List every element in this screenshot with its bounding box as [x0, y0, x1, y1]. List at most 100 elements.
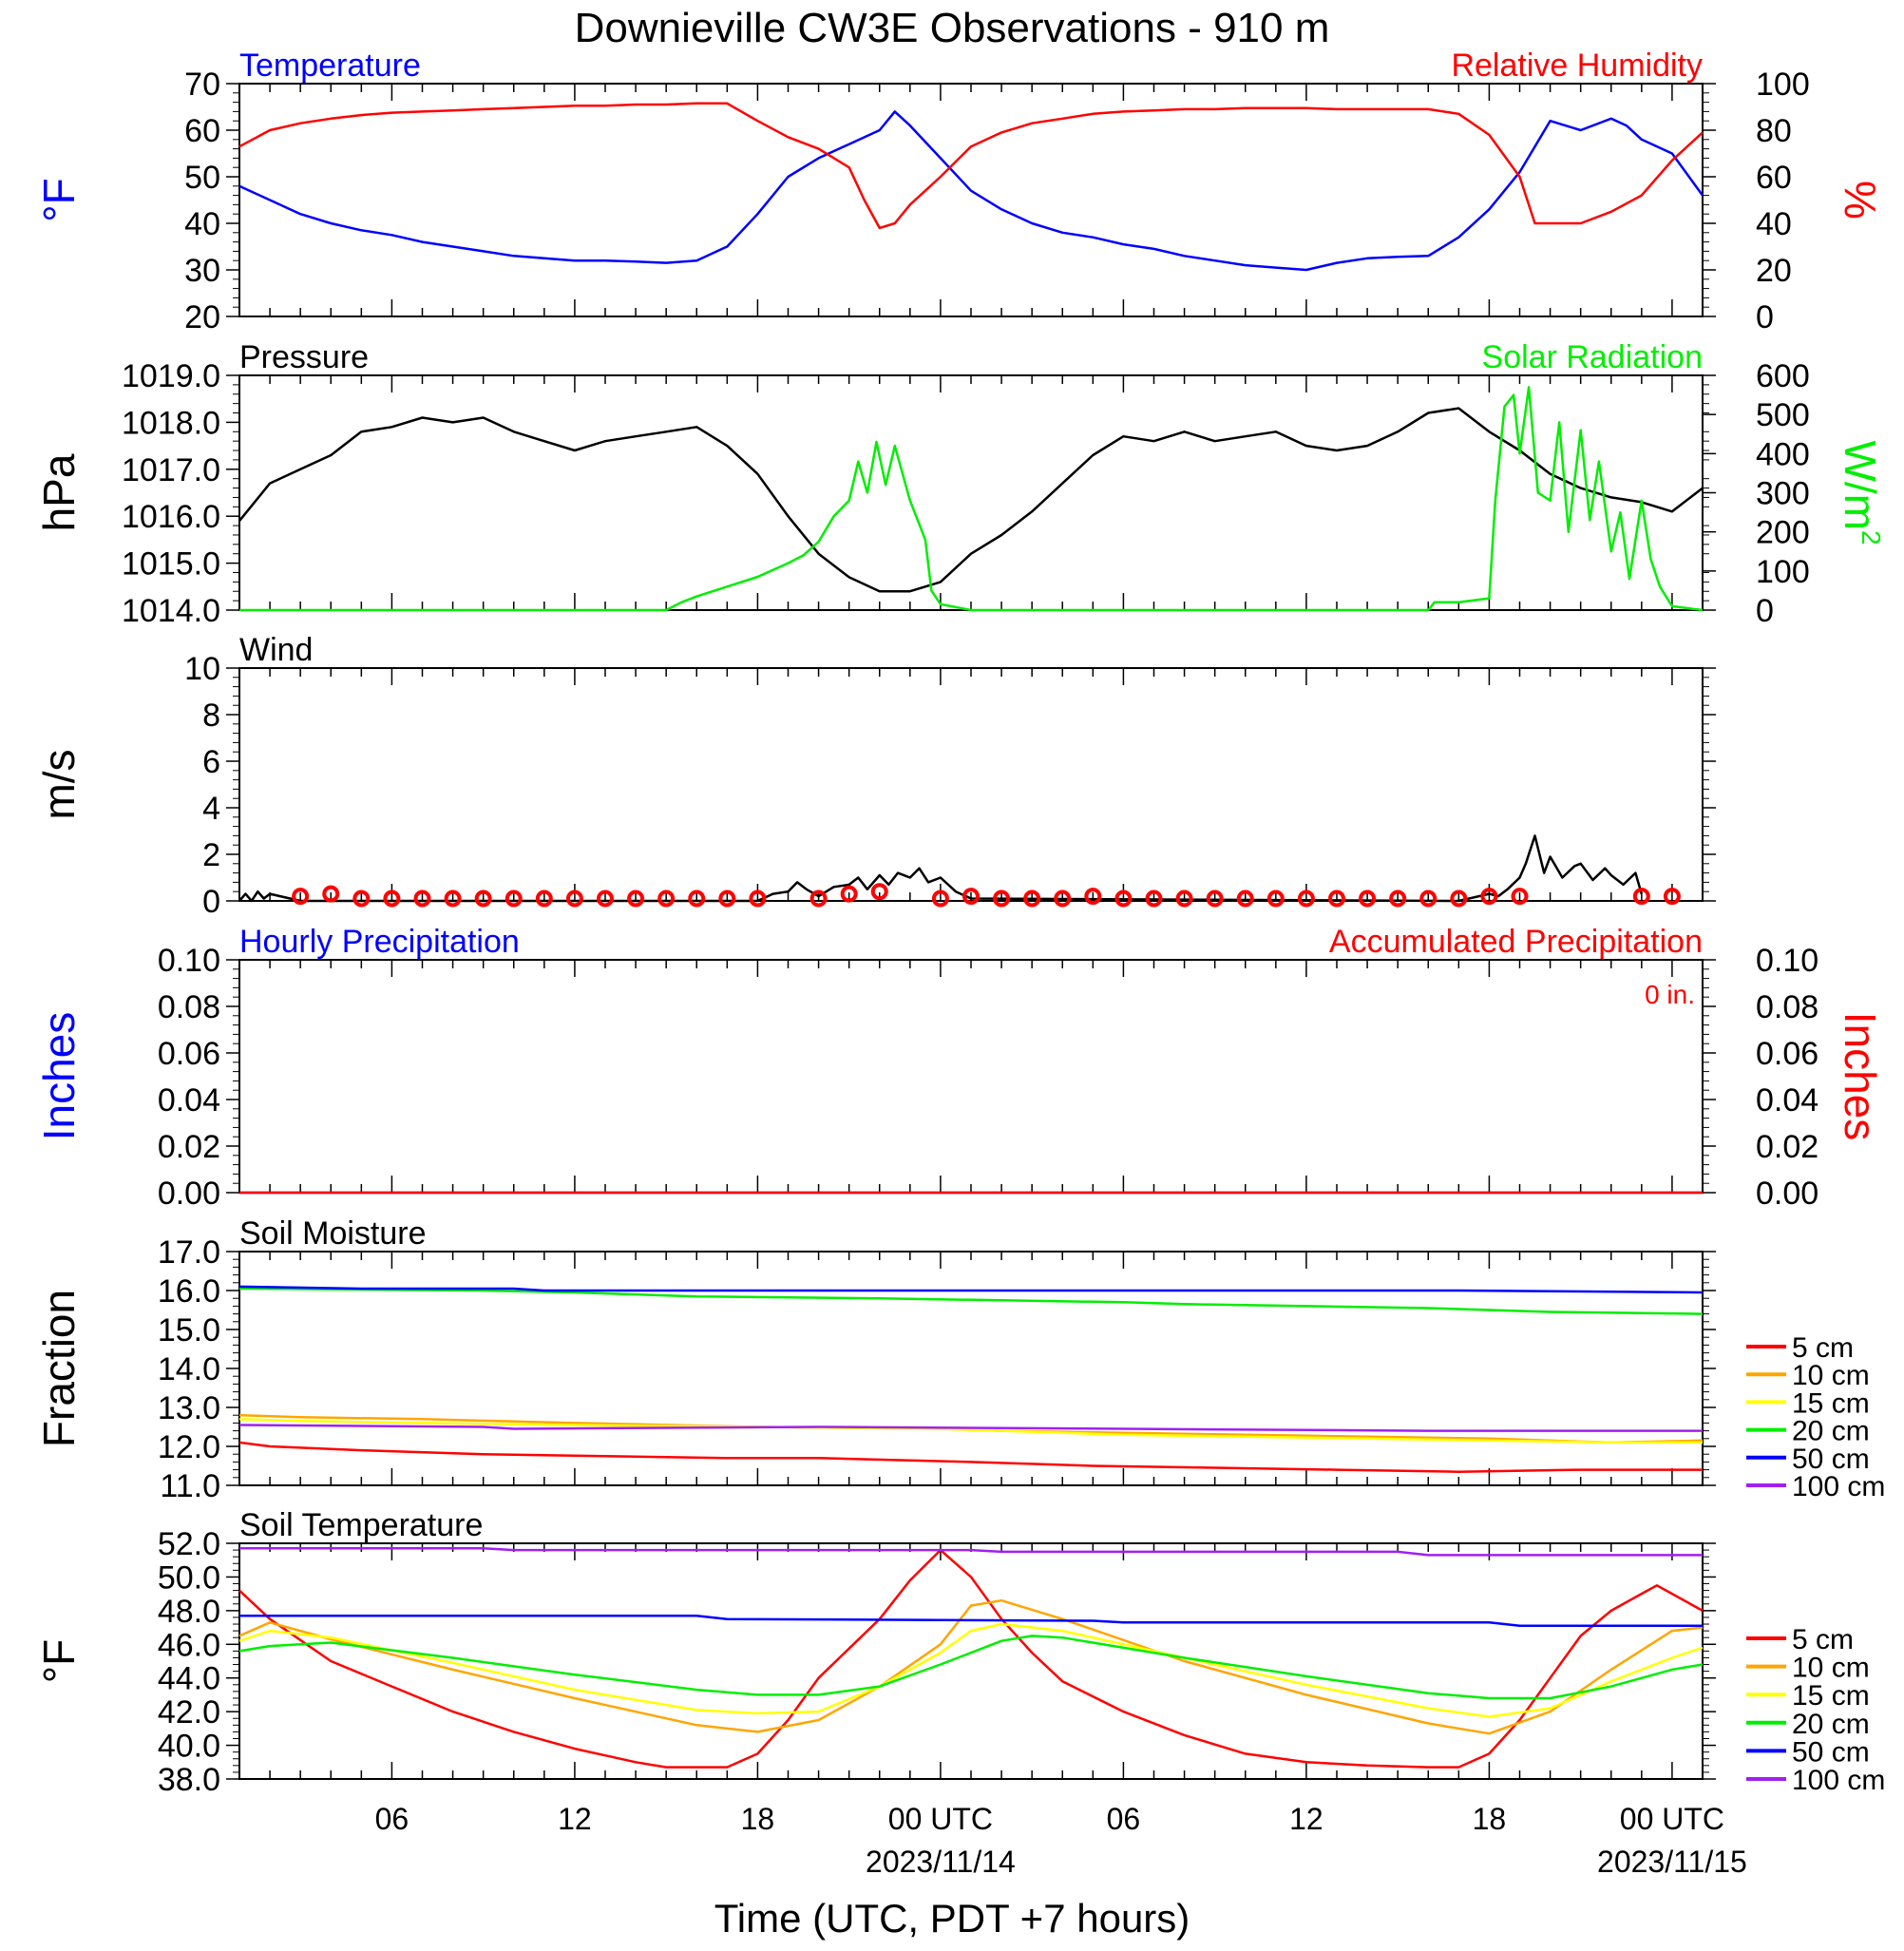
wind-direction-marker: [535, 889, 553, 908]
legend-label: 10 cm: [1792, 1360, 1870, 1391]
y-tick-label-left: 50.0: [158, 1559, 220, 1596]
y-tick-label-right: 20: [1756, 253, 1792, 289]
legend-label: 20 cm: [1792, 1416, 1870, 1447]
series-20-cm: [238, 1635, 1704, 1700]
y-tick-label-left: 1014.0: [122, 593, 220, 629]
y-tick-label-left: 50: [184, 160, 220, 196]
legend-label: 50 cm: [1792, 1444, 1870, 1475]
panel-title-left: Pressure: [239, 339, 369, 375]
y-tick-label-right: 0.00: [1756, 1176, 1818, 1212]
wind-direction-marker: [1328, 889, 1345, 908]
y-tick-label-left: 14.0: [158, 1351, 220, 1387]
panel-title-left: Soil Moisture: [239, 1215, 427, 1252]
panel-temp_rh: 20 30 40 50 60 70 0 20 40 60 80 100 Temperature Relat…: [34, 48, 1885, 335]
y-tick-label-right: 0.02: [1756, 1129, 1818, 1165]
accumulated-total-annotation: 0 in.: [1645, 980, 1695, 1009]
wind-direction-marker: [1389, 889, 1407, 908]
series-10-cm: [238, 1598, 1704, 1735]
y-tick-label-right: 500: [1756, 397, 1810, 433]
wind-direction-marker: [627, 889, 645, 908]
panel-title-right: Relative Humidity: [1451, 48, 1703, 84]
legend-label: 5 cm: [1792, 1332, 1854, 1364]
series-temperature: [238, 110, 1704, 272]
y-tick-label-left: 15.0: [158, 1312, 220, 1348]
y-tick-label-left: 0.00: [158, 1176, 220, 1212]
y-tick-label-right: 0: [1756, 299, 1774, 335]
y-tick-label-left: 20: [184, 299, 220, 335]
wind-direction-marker: [1297, 889, 1315, 908]
wind-direction-marker: [322, 885, 340, 903]
wind-direction-marker: [597, 889, 614, 908]
wind-direction-marker: [962, 888, 980, 906]
y-axis-label-right: %: [1836, 181, 1885, 220]
y-axis-label-right: W/m2: [1836, 440, 1886, 545]
wind-direction-marker: [505, 889, 523, 908]
y-tick-label-left: 42.0: [158, 1694, 220, 1731]
panel-pressure_solar: 1014.0 1015.0 1016.0 1017.0 1018.0 1019.0 0100…: [34, 339, 1886, 629]
series-15-cm: [238, 1622, 1704, 1718]
wind-direction-marker: [474, 889, 492, 908]
panel-title-right: Accumulated Precipitation: [1329, 924, 1703, 960]
y-tick-label-left: 0.10: [158, 943, 220, 979]
series-wind: [238, 834, 1644, 903]
y-tick-label-left: 1019.0: [122, 358, 220, 394]
y-tick-label-left: 40.0: [158, 1729, 220, 1765]
wind-direction-marker: [870, 883, 888, 901]
wind-direction-marker: [1206, 889, 1224, 908]
wind-direction-marker: [1175, 889, 1193, 908]
legend-label: 100 cm: [1792, 1765, 1885, 1796]
y-tick-label-left: 0: [202, 884, 220, 920]
y-tick-label-right: 400: [1756, 436, 1810, 472]
x-tick-label: 06: [375, 1802, 409, 1836]
x-tick-label: 12: [558, 1802, 592, 1836]
wind-direction-marker: [444, 889, 462, 908]
plot-frame: [238, 667, 1704, 902]
y-tick-label-right: 80: [1756, 113, 1792, 149]
wind-direction-marker: [931, 889, 949, 908]
y-tick-label-right: 600: [1756, 358, 1810, 394]
wind-direction-marker: [657, 889, 676, 908]
y-tick-label-left: 1015.0: [122, 546, 220, 583]
panel-title-left: Wind: [239, 632, 313, 668]
wind-direction-marker: [993, 889, 1011, 908]
series-relative-humidity: [238, 102, 1704, 230]
wind-direction-marker: [1511, 888, 1529, 906]
y-tick-label-left: 46.0: [158, 1627, 220, 1663]
plot-frame: [238, 1251, 1704, 1486]
y-tick-label-left: 10: [184, 651, 220, 687]
series-100-cm: [239, 1547, 1703, 1557]
y-tick-label-right: 100: [1756, 67, 1810, 103]
y-tick-label-left: 11.0: [160, 1468, 220, 1504]
y-tick-label-right: 0.04: [1756, 1082, 1818, 1119]
wind-direction-marker: [1419, 889, 1438, 908]
x-date-label: 2023/11/14: [866, 1845, 1016, 1879]
series-20-cm: [238, 1287, 1704, 1315]
y-tick-label-right: 300: [1756, 476, 1810, 512]
panel-title-left: Soil Temperature: [239, 1507, 483, 1543]
wind-direction-marker: [1236, 889, 1254, 908]
y-tick-label-left: 1017.0: [122, 452, 220, 488]
y-axis-label-left: °F: [34, 1639, 84, 1684]
y-tick-label-left: 2: [202, 837, 220, 873]
y-axis-label-right: Inches: [1836, 1012, 1885, 1141]
y-tick-label-right: 60: [1756, 160, 1792, 196]
y-axis-label-right-sup: 2: [1856, 530, 1886, 545]
series-5-cm: [238, 1441, 1703, 1473]
y-axis-label-left: Fraction: [34, 1290, 84, 1447]
y-tick-label-left: 17.0: [158, 1234, 220, 1271]
x-axis-label: Time (UTC, PDT +7 hours): [714, 1896, 1190, 1941]
legend-label: 100 cm: [1792, 1471, 1885, 1502]
y-tick-label-left: 60: [184, 113, 220, 149]
panel-soil_temperature: 38.040.042.044.046.048.050.052.0 Soil Tem…: [34, 1507, 1885, 1798]
y-axis-label-left: °F: [34, 178, 84, 222]
y-tick-label-left: 1016.0: [122, 499, 220, 535]
x-tick-label: 18: [1473, 1802, 1507, 1836]
y-tick-label-left: 8: [202, 698, 220, 734]
plot-frame: [238, 959, 1704, 1194]
y-axis-label-left: m/s: [34, 749, 84, 819]
x-date-label: 2023/11/15: [1597, 1845, 1747, 1879]
y-tick-label-left: 0.04: [158, 1082, 220, 1119]
y-tick-label-left: 12.0: [158, 1429, 220, 1465]
plot-frame: [238, 374, 1704, 611]
